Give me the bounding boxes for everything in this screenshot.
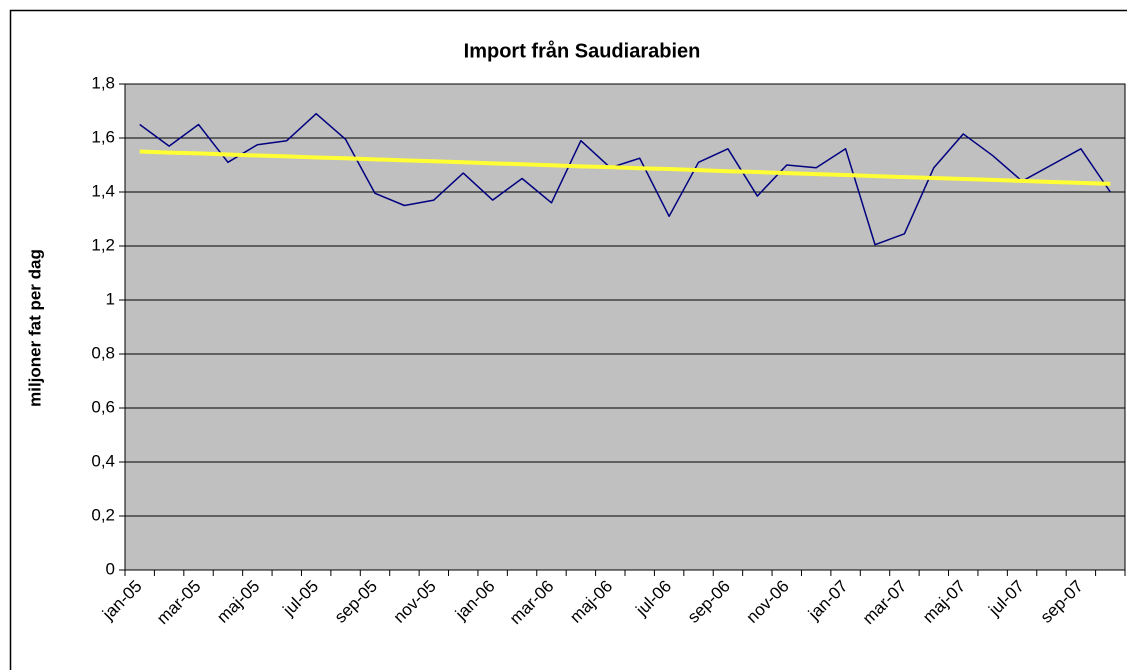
plot-area: [125, 84, 1125, 570]
y-tick-label: 1,6: [91, 127, 115, 146]
y-tick-label: 1,2: [91, 235, 115, 254]
trend-line: [139, 149, 1111, 186]
y-tick-label: 0: [106, 559, 115, 578]
y-tick-label: 1: [106, 289, 115, 308]
chart-title: Import från Saudiarabien: [464, 39, 701, 62]
data-line: [139, 112, 1111, 246]
y-tick-label: 0,2: [91, 505, 115, 524]
y-tick-label: 1,4: [91, 181, 115, 200]
y-tick-label: 1,8: [91, 73, 115, 92]
y-tick-label: 0,8: [91, 343, 115, 362]
y-tick-label: 0,6: [91, 397, 115, 416]
y-axis-label: miljoner fat per dag: [25, 249, 44, 407]
y-tick-label: 0,4: [91, 451, 115, 470]
